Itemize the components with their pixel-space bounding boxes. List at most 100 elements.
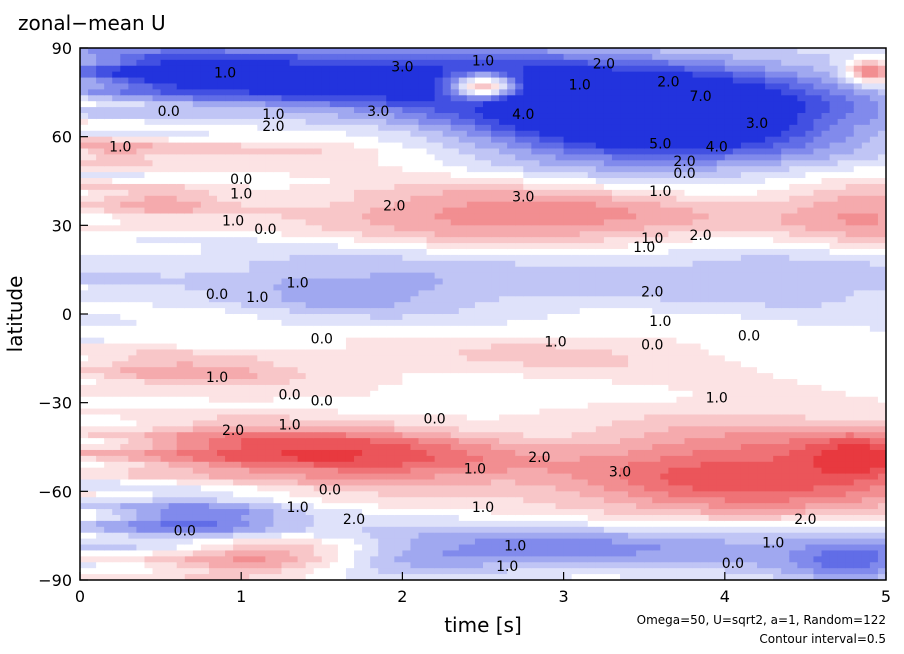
field-cell bbox=[80, 473, 89, 481]
field-cell bbox=[265, 319, 275, 327]
field-cell bbox=[499, 473, 508, 481]
field-cell bbox=[410, 71, 420, 79]
field-cell bbox=[136, 420, 146, 427]
field-cell bbox=[418, 544, 428, 552]
field-cell bbox=[483, 148, 492, 155]
field-cell bbox=[515, 426, 524, 433]
field-cell bbox=[345, 355, 355, 362]
field-cell bbox=[466, 207, 476, 215]
field-cell bbox=[313, 319, 323, 327]
field-cell bbox=[507, 556, 516, 563]
field-cell bbox=[386, 337, 395, 345]
field-cell bbox=[329, 260, 339, 268]
field-cell bbox=[128, 414, 138, 421]
field-cell bbox=[410, 532, 420, 540]
field-cell bbox=[112, 296, 121, 303]
field-cell bbox=[362, 89, 371, 96]
field-cell bbox=[96, 89, 105, 96]
field-cell bbox=[281, 331, 291, 339]
field-cell bbox=[297, 183, 307, 191]
field-cell bbox=[96, 384, 105, 392]
field-cell bbox=[160, 414, 170, 421]
field-cell bbox=[281, 107, 291, 114]
field-cell bbox=[200, 325, 210, 333]
field-cell bbox=[426, 231, 436, 238]
field-cell bbox=[345, 148, 355, 155]
field-cell bbox=[515, 154, 524, 161]
field-cell bbox=[345, 248, 355, 256]
field-cell bbox=[128, 248, 138, 256]
field-cell bbox=[345, 432, 355, 439]
field-cell bbox=[507, 272, 516, 280]
field-cell bbox=[386, 124, 395, 132]
field-cell bbox=[394, 231, 403, 238]
field-cell bbox=[225, 426, 234, 433]
field-cell bbox=[337, 361, 347, 368]
field-cell bbox=[200, 509, 210, 516]
field-cell bbox=[168, 53, 178, 61]
field-cell bbox=[442, 290, 452, 297]
field-cell bbox=[120, 296, 129, 303]
field-cell bbox=[305, 136, 315, 144]
field-cell bbox=[249, 426, 258, 433]
field-cell bbox=[160, 461, 170, 469]
field-cell bbox=[88, 95, 97, 102]
field-cell bbox=[329, 272, 339, 280]
field-cell bbox=[144, 77, 154, 85]
field-cell bbox=[192, 243, 202, 250]
field-cell bbox=[297, 266, 307, 274]
field-cell bbox=[168, 461, 178, 469]
field-cell bbox=[491, 343, 500, 351]
field-cell bbox=[208, 231, 218, 238]
field-cell bbox=[418, 302, 428, 309]
field-cell bbox=[378, 526, 387, 534]
field-cell bbox=[507, 337, 516, 345]
field-cell bbox=[120, 130, 129, 138]
field-cell bbox=[297, 260, 307, 268]
field-cell bbox=[225, 172, 234, 179]
field-cell bbox=[329, 438, 339, 445]
field-cell bbox=[410, 438, 420, 445]
field-cell bbox=[160, 272, 170, 280]
field-cell bbox=[523, 248, 532, 256]
field-cell bbox=[217, 101, 226, 108]
field-cell bbox=[208, 124, 218, 132]
field-cell bbox=[523, 183, 532, 191]
field-cell bbox=[515, 574, 524, 580]
field-cell bbox=[289, 248, 299, 256]
field-cell bbox=[458, 65, 468, 73]
field-cell bbox=[265, 367, 275, 374]
field-cell bbox=[354, 272, 363, 280]
field-cell bbox=[378, 71, 387, 79]
field-cell bbox=[120, 319, 129, 327]
field-cell bbox=[136, 396, 146, 404]
field-cell bbox=[176, 207, 186, 215]
field-cell bbox=[329, 107, 339, 114]
field-cell bbox=[410, 473, 420, 481]
field-cell bbox=[313, 59, 323, 67]
field-cell bbox=[289, 254, 299, 262]
field-cell bbox=[442, 260, 452, 268]
field-cell bbox=[241, 349, 250, 356]
field-cell bbox=[329, 89, 339, 96]
field-cell bbox=[225, 290, 234, 297]
field-cell bbox=[152, 231, 162, 238]
field-cell bbox=[402, 361, 412, 368]
field-cell bbox=[144, 503, 154, 510]
field-cell bbox=[96, 314, 105, 321]
field-cell bbox=[281, 556, 291, 563]
field-cell bbox=[160, 65, 170, 73]
field-cell bbox=[499, 148, 508, 155]
field-cell bbox=[249, 343, 258, 351]
field-cell bbox=[128, 178, 138, 185]
field-cell bbox=[273, 148, 283, 155]
field-cell bbox=[96, 408, 105, 416]
field-cell bbox=[257, 136, 266, 144]
field-cell bbox=[507, 296, 516, 303]
field-cell bbox=[225, 396, 234, 404]
field-cell bbox=[265, 520, 275, 528]
field-cell bbox=[144, 497, 154, 504]
field-cell bbox=[176, 449, 186, 457]
field-cell bbox=[225, 432, 234, 439]
field-cell bbox=[450, 390, 460, 398]
